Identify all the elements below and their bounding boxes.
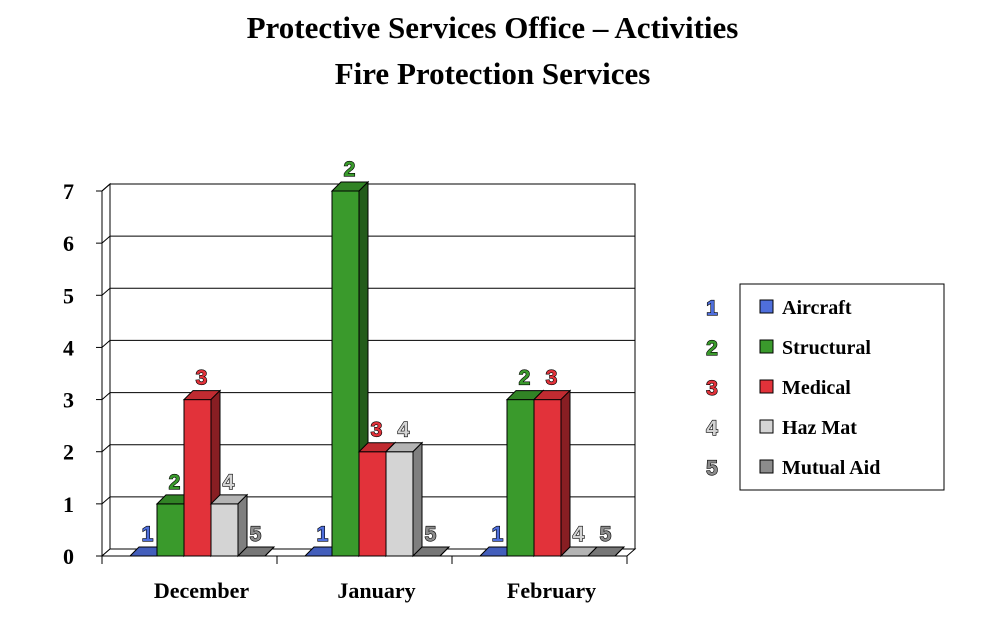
legend-swatch — [759, 419, 774, 434]
bar-side — [237, 493, 248, 558]
bar — [183, 399, 212, 557]
gridline — [101, 287, 635, 296]
legend-label: Haz Mat — [782, 417, 857, 439]
gridline — [101, 183, 635, 192]
data-label: 3 — [371, 419, 383, 442]
data-label: 4 — [398, 419, 410, 442]
legend-number: 2 — [706, 337, 718, 360]
data-label: 3 — [546, 367, 558, 390]
bar-side — [439, 546, 450, 557]
legend-number: 3 — [706, 377, 718, 400]
legend-label: Aircraft — [782, 297, 852, 319]
y-tick-label: 7 — [63, 179, 74, 204]
data-label: 1 — [142, 523, 154, 546]
legend-swatch — [759, 299, 774, 314]
chart-subtitle: Fire Protection Services — [334, 56, 651, 91]
bar — [385, 451, 414, 557]
bar — [506, 399, 535, 557]
bar — [533, 399, 562, 557]
data-label: 2 — [344, 158, 356, 181]
data-label: 1 — [492, 523, 504, 546]
gridline — [101, 392, 635, 400]
y-tick-label: 3 — [63, 388, 74, 413]
data-label: 4 — [573, 523, 585, 546]
gridline — [101, 496, 635, 505]
legend-swatch — [759, 339, 774, 354]
bar-side — [412, 441, 423, 558]
bar — [210, 503, 239, 557]
data-label: 1 — [317, 523, 329, 546]
bar-side — [560, 389, 571, 558]
data-label: 3 — [196, 367, 208, 390]
chart-title: Protective Services Office – Activities — [246, 10, 739, 45]
legend-label: Structural — [782, 337, 871, 359]
data-label: 5 — [250, 523, 262, 546]
data-label: 5 — [425, 523, 437, 546]
y-tick-label: 0 — [63, 544, 74, 569]
legend-swatch — [759, 459, 774, 474]
y-tick-label: 4 — [63, 335, 74, 360]
data-label: 2 — [169, 471, 181, 494]
data-label: 5 — [600, 523, 612, 546]
legend-label: Medical — [782, 377, 851, 399]
x-tick-label: January — [337, 578, 415, 603]
bar — [156, 503, 185, 557]
legend-number: 1 — [706, 297, 718, 320]
gridline — [101, 235, 635, 244]
y-tick-label: 2 — [63, 440, 74, 465]
x-tick-label: December — [154, 578, 250, 603]
x-tick-label: February — [507, 578, 596, 603]
bar-side — [614, 546, 625, 557]
legend-number: 4 — [706, 417, 718, 440]
legend-label: Mutual Aid — [782, 457, 880, 479]
legend-box — [739, 283, 945, 491]
y-tick-label: 1 — [63, 492, 74, 517]
legend-swatch — [759, 379, 774, 394]
gridline — [101, 444, 635, 453]
y-tick-label: 5 — [63, 283, 74, 308]
bar — [358, 451, 387, 557]
bar-side — [264, 546, 275, 557]
legend-number: 5 — [706, 457, 718, 480]
bar — [331, 190, 360, 557]
data-label: 2 — [519, 367, 531, 390]
data-label: 4 — [223, 471, 235, 494]
y-tick-label: 6 — [63, 231, 74, 256]
gridline — [101, 339, 635, 348]
